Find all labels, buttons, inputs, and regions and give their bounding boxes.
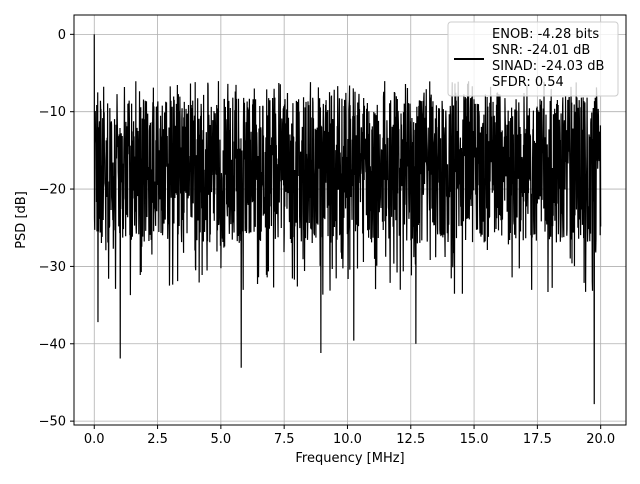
x-tick-label: 2.5 xyxy=(147,432,168,447)
legend-line-enob: ENOB: -4.28 bits xyxy=(492,27,599,42)
legend: ENOB: -4.28 bits SNR: -24.01 dB SINAD: -… xyxy=(447,21,619,97)
x-tick-label: 0.0 xyxy=(84,432,105,447)
legend-line-sfdr: SFDR: 0.54 xyxy=(492,75,564,90)
x-tick-label: 20.0 xyxy=(586,432,615,447)
y-axis-ticks: 0 −10 −20 −30 −40 −50 xyxy=(39,28,74,430)
legend-box xyxy=(447,21,619,97)
y-tick-label: −20 xyxy=(39,183,66,198)
y-tick-label: 0 xyxy=(58,28,66,43)
x-tick-label: 10.0 xyxy=(333,432,362,447)
legend-line-snr: SNR: -24.01 dB xyxy=(492,43,590,58)
series-group xyxy=(93,34,602,405)
x-tick-label: 15.0 xyxy=(460,432,489,447)
psd-series-line xyxy=(93,34,602,405)
y-tick-label: −50 xyxy=(39,415,66,430)
legend-line-sinad: SINAD: -24.03 dB xyxy=(492,59,604,74)
y-tick-label: −10 xyxy=(39,105,66,120)
x-tick-label: 12.5 xyxy=(396,432,425,447)
x-axis-label: Frequency [MHz] xyxy=(295,451,404,466)
x-tick-label: 5.0 xyxy=(211,432,232,447)
x-tick-label: 17.5 xyxy=(523,432,552,447)
y-tick-label: −30 xyxy=(39,260,66,275)
plot-frame xyxy=(73,14,627,426)
x-axis-ticks: 0.0 2.5 5.0 7.5 10.0 12.5 15.0 17.5 20.0 xyxy=(84,425,615,447)
y-axis-label: PSD [dB] xyxy=(14,191,29,249)
x-tick-label: 7.5 xyxy=(274,432,295,447)
y-tick-label: −40 xyxy=(39,337,66,352)
